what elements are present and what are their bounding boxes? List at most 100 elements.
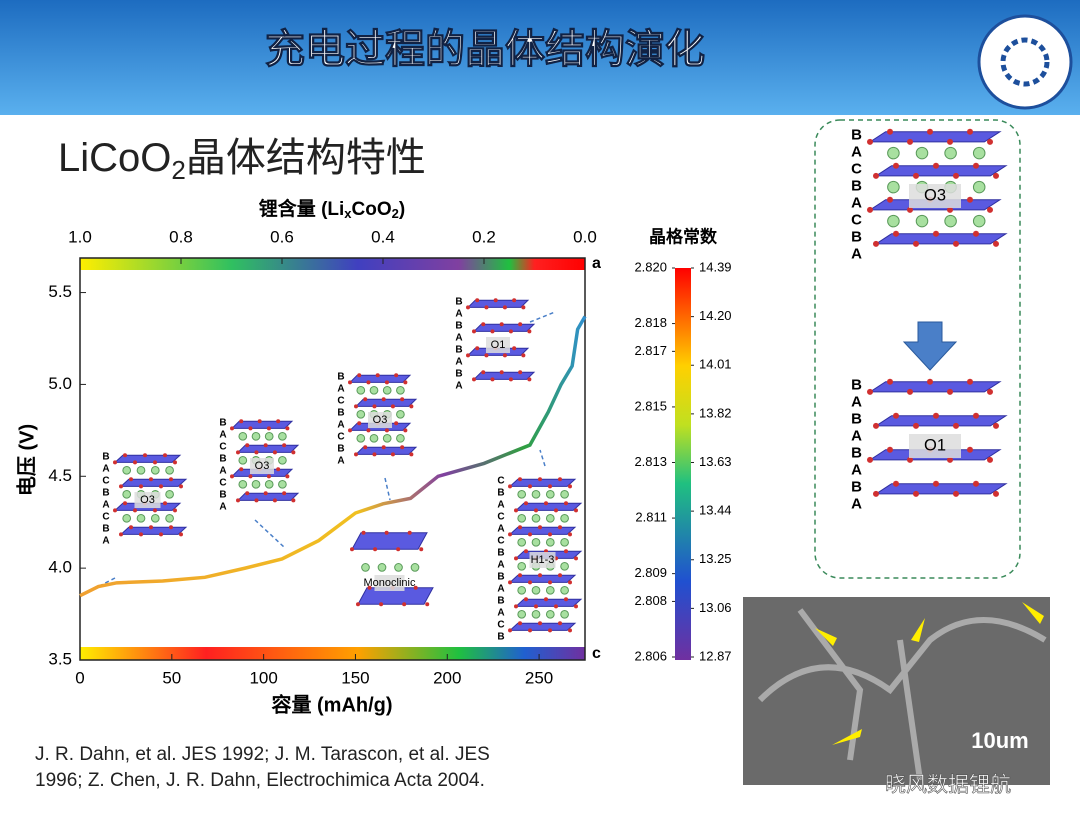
- atom: [867, 456, 873, 463]
- atom: [528, 628, 532, 633]
- atom: [893, 480, 899, 487]
- atom: [363, 397, 368, 402]
- atom: [508, 628, 512, 633]
- voltage-line: [79, 315, 587, 598]
- label-box: [529, 552, 556, 568]
- y-tick-label: 5.0: [48, 374, 72, 393]
- atom: [887, 128, 893, 135]
- stack-letter: B: [851, 478, 862, 495]
- layer: [874, 165, 1008, 177]
- stack-letter: C: [337, 396, 344, 407]
- atom: [518, 621, 522, 626]
- atom: [873, 172, 879, 179]
- colorbar-tick-label: 13.82: [699, 405, 732, 420]
- atom: [481, 322, 486, 327]
- li-ion: [887, 214, 900, 228]
- atom: [263, 443, 268, 448]
- atom: [933, 412, 939, 419]
- x2-title-sub: x: [344, 206, 352, 221]
- atom: [514, 556, 518, 561]
- stack-letter: B: [497, 572, 504, 583]
- atom: [169, 525, 173, 530]
- bottom-color-bar: [80, 647, 585, 660]
- li-ion: [165, 465, 174, 475]
- atom: [907, 138, 913, 145]
- atom: [272, 450, 277, 455]
- atom: [558, 477, 562, 482]
- stack-letter: A: [497, 524, 504, 535]
- stack-letter: B: [851, 126, 862, 143]
- atom: [379, 602, 384, 607]
- atom: [568, 580, 572, 585]
- subtitle-text: LiCoO: [58, 136, 171, 180]
- li-ion: [356, 385, 366, 395]
- colorbar-tick-label: 2.818: [634, 315, 667, 330]
- atom: [913, 422, 919, 429]
- li-ion: [356, 433, 366, 443]
- atom: [472, 377, 476, 382]
- stack-letter: B: [219, 490, 226, 501]
- x2-title-part: 锂含量 (Li: [259, 197, 345, 220]
- atom: [149, 477, 153, 482]
- structure-label: O3: [924, 186, 946, 204]
- x2-title-sub: 2: [392, 206, 399, 221]
- atom: [413, 585, 418, 590]
- atom: [419, 547, 424, 552]
- atom: [499, 370, 504, 375]
- li-ion: [150, 465, 160, 475]
- layer: [357, 587, 434, 605]
- li-ion: [517, 609, 527, 619]
- y-tick-label: 4.5: [48, 466, 72, 485]
- atom: [518, 573, 522, 578]
- li-ion: [560, 489, 569, 499]
- atom: [484, 305, 489, 310]
- atom: [403, 428, 408, 433]
- atom: [143, 453, 147, 458]
- li-ion: [887, 180, 900, 194]
- atom: [113, 508, 117, 513]
- colorbar-tick-label: 2.815: [634, 398, 667, 413]
- li-ion: [972, 146, 986, 160]
- atom: [548, 484, 552, 489]
- atom: [564, 597, 568, 602]
- li-ion: [165, 513, 174, 523]
- label-box: [368, 412, 392, 428]
- atom: [363, 445, 368, 450]
- colorbar: [675, 268, 691, 660]
- atom: [867, 206, 873, 213]
- atom: [384, 380, 389, 385]
- li-ion: [278, 455, 287, 465]
- atom: [993, 490, 999, 497]
- li-ion: [531, 585, 541, 595]
- sem-scale: 10um: [971, 728, 1028, 753]
- atom: [973, 162, 979, 169]
- atom: [409, 452, 414, 457]
- structure-panel: [814, 119, 1021, 579]
- atom: [129, 477, 133, 482]
- li-ion: [369, 385, 379, 395]
- atom: [538, 477, 542, 482]
- atom: [527, 377, 532, 382]
- atom: [123, 453, 127, 458]
- atom: [266, 426, 271, 431]
- colorbar-tick-label: 13.06: [699, 600, 732, 615]
- stack-letter: A: [102, 464, 109, 475]
- reference: J. R. Dahn, et al. JES 1992; J. M. Taras…: [35, 744, 490, 765]
- li-ion: [238, 431, 248, 441]
- atom: [123, 501, 127, 506]
- atom: [159, 484, 163, 489]
- atom: [521, 305, 526, 310]
- atom: [558, 621, 562, 626]
- atom: [466, 353, 470, 358]
- stack-letter: B: [497, 548, 504, 559]
- atom: [548, 532, 552, 537]
- stack-letter: B: [851, 177, 862, 194]
- atom: [893, 412, 899, 419]
- colorbar-tick-label: 14.01: [699, 357, 732, 372]
- atom: [472, 329, 476, 334]
- li-ion: [915, 214, 929, 228]
- colorbar-tick-label: 2.820: [634, 259, 667, 274]
- stack-letter: A: [337, 456, 344, 467]
